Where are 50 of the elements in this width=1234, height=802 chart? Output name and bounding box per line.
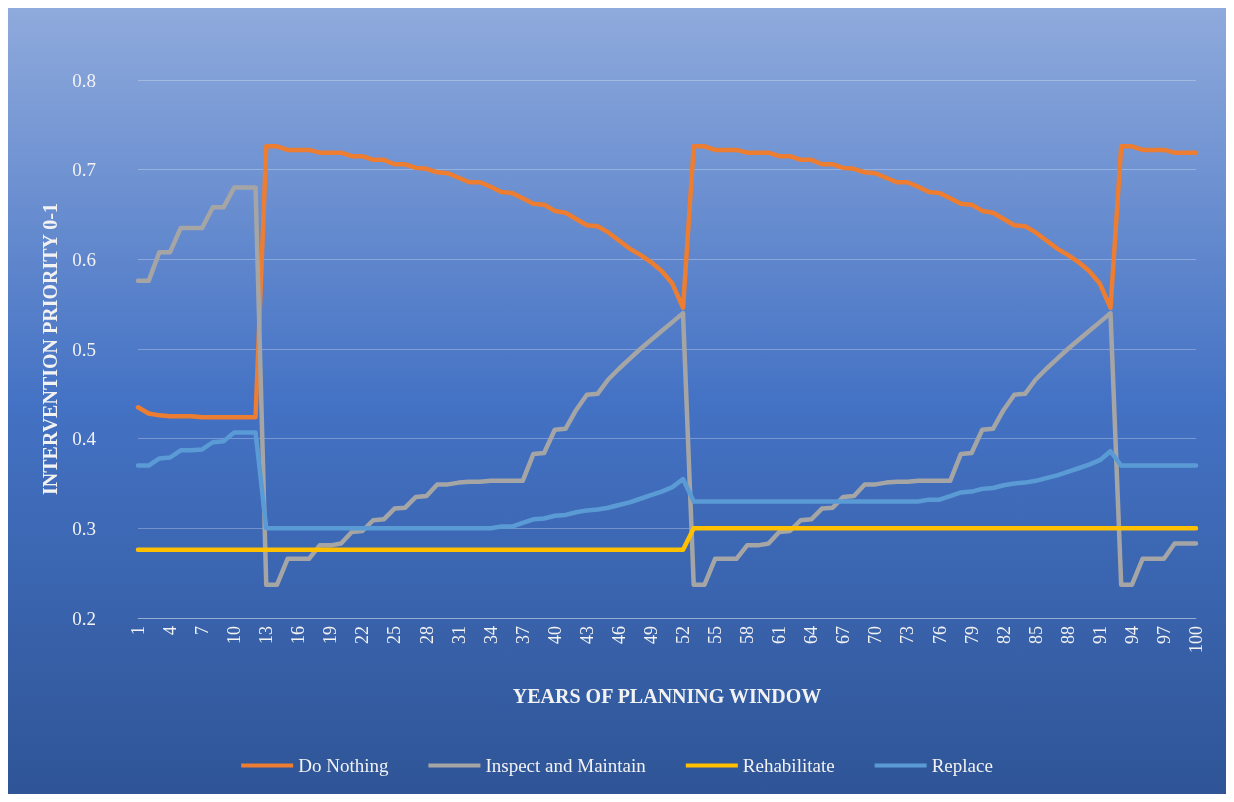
y-tick-label: 0.4 — [72, 428, 97, 450]
line-series — [135, 430, 1199, 531]
x-tick-label: 70 — [865, 626, 886, 644]
x-tick-label: 67 — [833, 626, 854, 644]
x-tick-label: 79 — [961, 626, 982, 644]
x-tick-label: 7 — [192, 626, 213, 635]
x-tick-label: 52 — [673, 626, 694, 644]
x-tick-label: 19 — [320, 626, 341, 644]
x-tick-label: 49 — [640, 626, 661, 644]
legend-label: Replace — [931, 755, 993, 776]
line-series — [135, 144, 1199, 420]
y-tick-label: 0.6 — [72, 248, 96, 270]
x-tick-label: 85 — [1025, 626, 1046, 644]
y-tick-label: 0.5 — [72, 338, 96, 360]
legend-label: Inspect and Maintain — [485, 755, 647, 776]
x-tick-label: 4 — [160, 626, 181, 635]
y-tick-label: 0.2 — [72, 607, 96, 629]
x-tick-label: 61 — [769, 626, 790, 644]
x-tick-label: 97 — [1153, 626, 1174, 644]
x-tick-label: 31 — [448, 626, 469, 644]
x-tick-label: 82 — [993, 626, 1014, 644]
x-tick-label: 94 — [1121, 626, 1142, 644]
x-tick-label: 76 — [929, 626, 950, 644]
x-axis-title: YEARS OF PLANNING WINDOW — [512, 685, 822, 707]
x-tick-label: 43 — [576, 626, 597, 644]
x-tick-label: 100 — [1186, 626, 1206, 653]
y-axis-title: INTERVENTION PRIORITY 0-1 — [39, 203, 61, 495]
legend-label: Do Nothing — [298, 755, 389, 776]
x-tick-label: 46 — [608, 626, 629, 644]
x-tick-label: 22 — [352, 626, 373, 644]
x-tick-label: 25 — [384, 626, 405, 644]
x-tick-label: 34 — [480, 626, 501, 644]
x-tick-label: 91 — [1089, 626, 1110, 644]
y-tick-label: 0.7 — [72, 159, 96, 181]
x-tick-label: 73 — [897, 626, 918, 644]
x-tick-label: 16 — [288, 626, 309, 644]
x-tick-label: 58 — [737, 626, 758, 644]
y-tick-label: 0.3 — [72, 517, 96, 539]
legend-label: Rehabilitate — [742, 755, 835, 776]
x-tick-label: 40 — [544, 626, 565, 644]
x-tick-label: 1 — [128, 626, 148, 635]
x-tick-label: 88 — [1057, 626, 1078, 644]
x-tick-label: 37 — [512, 626, 533, 644]
y-tick-label: 0.8 — [72, 69, 96, 91]
line-series — [135, 185, 1199, 588]
x-tick-label: 28 — [416, 626, 437, 644]
x-tick-label: 55 — [705, 626, 726, 644]
x-tick-label: 13 — [256, 626, 277, 644]
x-tick-label: 10 — [224, 626, 245, 644]
x-tick-label: 64 — [801, 626, 822, 644]
